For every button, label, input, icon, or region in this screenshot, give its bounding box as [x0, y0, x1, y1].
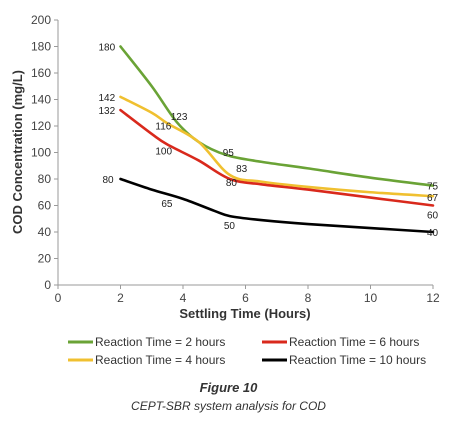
- data-label: 100: [155, 147, 172, 158]
- legend-label: Reaction Time = 6 hours: [289, 335, 419, 349]
- legend-label: Reaction Time = 10 hours: [289, 353, 426, 367]
- series-line-2: [119, 95, 435, 198]
- series-line-1: [119, 45, 435, 187]
- data-label: 80: [103, 175, 115, 186]
- y-tick-label: 100: [31, 146, 51, 160]
- figure-subtitle: CEPT-SBR system analysis for COD: [131, 399, 326, 413]
- x-axis-title: Settling Time (Hours): [179, 306, 310, 321]
- data-label: 67: [427, 193, 439, 204]
- chart-data-labels: 180 123 95 75 142 83 67 132 116 100 80 60 80 65 50 40: [99, 43, 439, 240]
- series-line-3: [119, 108, 435, 207]
- legend-label: Reaction Time = 2 hours: [95, 335, 225, 349]
- y-tick-label: 80: [38, 172, 52, 186]
- y-tick-label: 60: [38, 199, 52, 213]
- chart-legend: Reaction Time = 2 hours Reaction Time = 4…: [68, 335, 426, 367]
- data-label: 65: [161, 199, 173, 210]
- data-label: 142: [99, 93, 116, 104]
- x-tick-label: 8: [305, 291, 312, 305]
- y-tick-label: 140: [31, 93, 51, 107]
- x-tick-label: 0: [55, 291, 62, 305]
- data-label: 123: [171, 112, 188, 123]
- data-label: 180: [99, 43, 116, 54]
- y-tick-label: 200: [31, 13, 51, 27]
- y-tick-label: 180: [31, 40, 51, 54]
- chart-series: [119, 45, 435, 234]
- y-tick-label: 120: [31, 119, 51, 133]
- x-tick-label: 6: [242, 291, 249, 305]
- series-line-4: [119, 177, 435, 234]
- legend-label: Reaction Time = 4 hours: [95, 353, 225, 367]
- y-tick-label: 20: [38, 252, 52, 266]
- data-label: 50: [224, 221, 236, 232]
- figure-title: Figure 10: [199, 380, 258, 395]
- data-label: 40: [427, 228, 439, 239]
- y-tick-label: 0: [44, 278, 51, 292]
- x-tick-label: 10: [364, 291, 378, 305]
- x-tick-label: 12: [426, 291, 440, 305]
- data-label: 132: [99, 106, 116, 117]
- chart-axes: [57, 20, 433, 286]
- x-tick-label: 2: [117, 291, 124, 305]
- y-tick-label: 160: [31, 66, 51, 80]
- data-label: 80: [226, 178, 238, 189]
- y-axis-title: COD Concentration (mg/L): [10, 70, 25, 234]
- data-label: 83: [236, 164, 248, 175]
- data-label: 60: [427, 211, 439, 222]
- data-label: 116: [155, 121, 171, 132]
- x-tick-label: 4: [180, 291, 187, 305]
- y-tick-label: 40: [38, 225, 52, 239]
- data-label: 95: [223, 148, 235, 159]
- data-label: 75: [427, 182, 439, 193]
